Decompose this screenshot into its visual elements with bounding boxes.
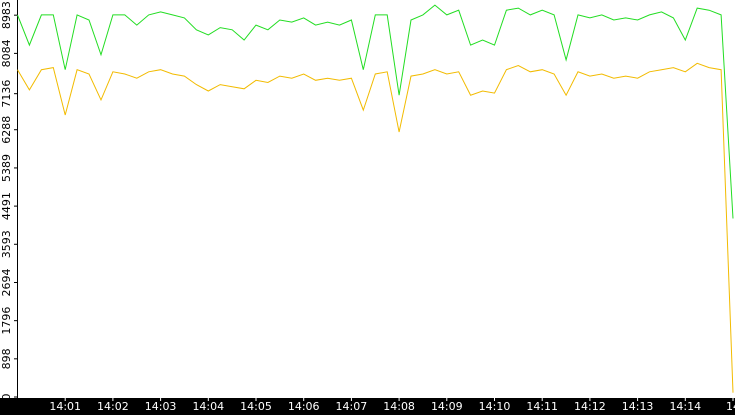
x-tick-label: 14:04 [192, 400, 224, 413]
y-tick-label: 4491 [0, 192, 13, 220]
series-line [17, 4, 734, 219]
y-tick-label: 3593 [0, 230, 13, 258]
x-tick-label: 14:01 [49, 400, 81, 413]
y-tick-label: 0 [0, 394, 13, 401]
x-tick-label: 14:09 [431, 400, 463, 413]
x-tick-label: 14 [726, 400, 735, 413]
y-tick-label: 7136 [0, 80, 13, 108]
x-tick-label: 14:11 [526, 400, 558, 413]
x-tick-label: 14:08 [383, 400, 415, 413]
x-tick-label: 14:14 [669, 400, 701, 413]
y-tick-label: 8983 [0, 1, 13, 29]
y-tick-label: 8084 [0, 39, 13, 67]
y-tick-label: 1796 [0, 307, 13, 335]
x-tick-label: 14:03 [145, 400, 177, 413]
y-tick-label: 898 [0, 348, 13, 369]
x-tick-label: 14:07 [336, 400, 368, 413]
y-tick-label: 2694 [0, 268, 13, 296]
x-axis-bar [0, 398, 735, 415]
x-tick-label: 14:06 [288, 400, 320, 413]
x-tick-label: 14:12 [574, 400, 606, 413]
y-tick-label: 6288 [0, 116, 13, 144]
x-tick-label: 14:13 [622, 400, 654, 413]
x-tick-label: 14:10 [479, 400, 511, 413]
x-tick-label: 14:05 [240, 400, 272, 413]
y-tick-label: 5389 [0, 154, 13, 182]
x-tick-label: 14:02 [97, 400, 129, 413]
series-line [17, 62, 734, 393]
